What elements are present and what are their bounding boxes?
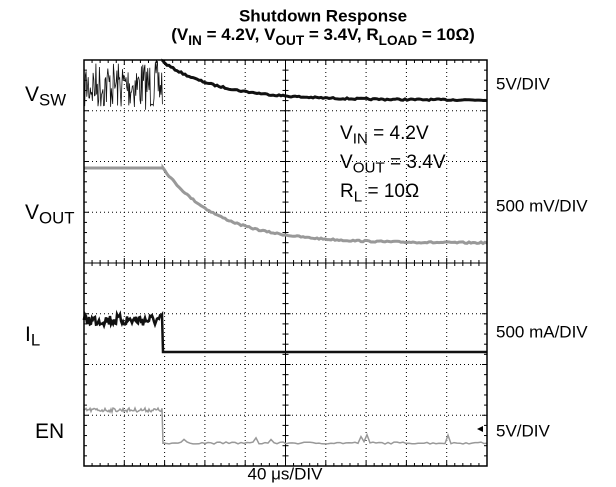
chart-title: Shutdown Response: [239, 6, 407, 25]
subscript: IN: [188, 33, 202, 48]
text-part: = 4.2V: [368, 123, 429, 144]
channel-label: EN: [35, 420, 64, 443]
channel-label: VOUT: [25, 201, 74, 228]
text-part: (V: [171, 25, 189, 44]
text-part: EN: [35, 420, 64, 443]
channel-scale: 5V/DIV: [496, 421, 551, 440]
subscript: SW: [39, 91, 66, 110]
channel-scale: 500 mA/DIV: [496, 322, 588, 341]
subscript: L: [354, 189, 362, 206]
channel-scale: 500 mV/DIV: [496, 196, 588, 215]
text-part: V: [25, 201, 39, 224]
text-part: = 3.4V, R: [304, 25, 379, 44]
subscript: OUT: [39, 209, 74, 228]
annotation: VOUT = 3.4V: [340, 152, 446, 177]
vsw-trace: [161, 58, 488, 103]
text-part: I: [25, 323, 31, 346]
vout-trace: [84, 163, 488, 246]
il-trace: [82, 309, 487, 354]
text-part: V: [340, 123, 353, 144]
vsw-trace: [83, 60, 163, 110]
traces: [82, 58, 488, 445]
chart-subtitle: (VIN = 4.2V, VOUT = 3.4V, RLOAD = 10Ω): [171, 25, 474, 47]
text-part: = 3.4V: [385, 152, 446, 173]
labels: Shutdown Response(VIN = 4.2V, VOUT = 3.4…: [25, 6, 588, 483]
annotation: RL = 10Ω: [340, 181, 419, 206]
subscript: OUT: [275, 33, 304, 48]
time-scale: 40 μs/DIV: [248, 464, 324, 483]
trigger-marker: [477, 426, 483, 432]
channel-label: VSW: [25, 83, 66, 110]
text-part: R: [340, 181, 354, 202]
text-part: = 10Ω): [417, 25, 475, 44]
annotation: VIN = 4.2V: [340, 123, 429, 148]
en-trace: [83, 406, 488, 445]
text-part: V: [340, 152, 353, 173]
text-part: = 10Ω: [362, 181, 419, 202]
subscript: IN: [353, 131, 368, 148]
text-part: V: [25, 83, 39, 106]
scope-frame: [83, 59, 488, 467]
channel-label: IL: [25, 323, 40, 350]
subscript: OUT: [353, 160, 385, 177]
text-part: = 4.2V, V: [202, 25, 276, 44]
subscript: L: [31, 331, 40, 350]
channel-scale: 5V/DIV: [496, 74, 551, 93]
subscript: LOAD: [379, 33, 418, 48]
